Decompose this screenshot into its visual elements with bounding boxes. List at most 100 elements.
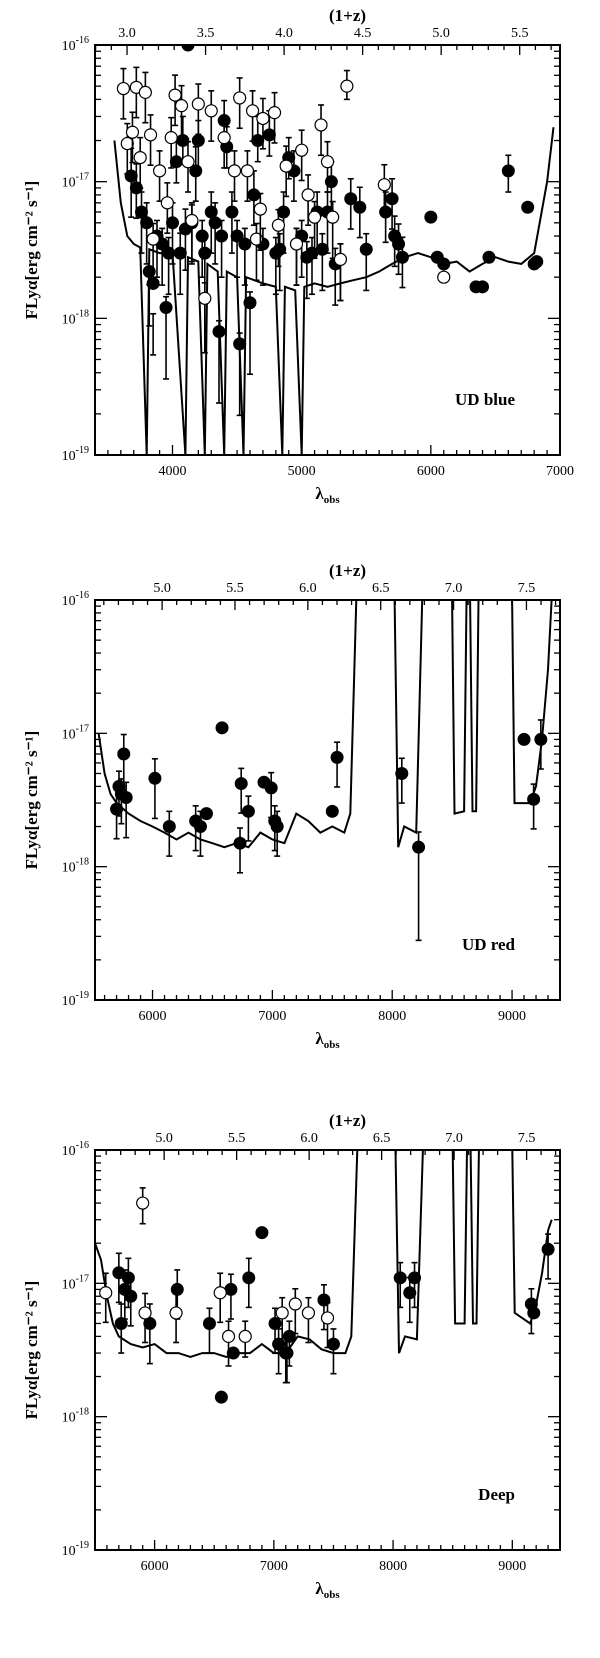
x-tick-label: 7000 [258, 1009, 286, 1024]
data-point [240, 150, 255, 202]
sensitivity-limit-curve [97, 600, 553, 849]
data-point [245, 90, 260, 142]
data-point [162, 236, 176, 296]
data-point [146, 222, 160, 282]
y-tick-label: 10-16 [62, 590, 89, 609]
data-point [226, 1346, 240, 1360]
data-point [521, 200, 535, 214]
y-axis-title: FLyα[erg cm⁻² s⁻¹] [22, 181, 41, 320]
data-point [204, 90, 218, 142]
data-point [279, 145, 293, 198]
open-marker [340, 79, 354, 93]
filled-marker [195, 229, 209, 243]
data-point [176, 115, 190, 163]
filled-marker [233, 337, 247, 351]
open-marker [191, 97, 205, 111]
data-point [169, 1292, 183, 1344]
data-point [482, 250, 496, 264]
data-point [125, 111, 140, 164]
data-point [301, 1296, 316, 1344]
data-point [221, 1320, 236, 1367]
top-tick-label: 3.0 [118, 26, 136, 41]
data-point [181, 45, 195, 52]
open-marker [143, 128, 158, 142]
data-point [140, 202, 154, 265]
data-point [408, 1261, 422, 1309]
plot-frame [94, 1149, 561, 1551]
data-point [199, 807, 213, 821]
top-tick-label: 7.5 [518, 1131, 536, 1146]
filled-marker [412, 840, 426, 854]
data-point [530, 255, 544, 269]
filled-marker [114, 1316, 128, 1330]
open-marker [181, 155, 195, 169]
data-point [234, 767, 248, 814]
x-tick-label: 9000 [498, 1009, 526, 1024]
top-tick-label: 5.0 [155, 1131, 173, 1146]
filled-marker [527, 792, 541, 806]
filled-marker [234, 777, 248, 791]
open-marker [198, 291, 212, 305]
x-tick-label: 8000 [378, 1009, 406, 1024]
filled-marker [119, 791, 133, 805]
filled-marker [385, 192, 399, 206]
filled-marker [424, 210, 438, 224]
y-tick-label: 10-18 [62, 1407, 89, 1426]
filled-marker [230, 229, 244, 243]
data-point [99, 1272, 113, 1324]
data-point [227, 150, 242, 202]
data-point [527, 1306, 541, 1320]
filled-marker [212, 325, 226, 339]
data-point [320, 1301, 335, 1349]
data-point [159, 295, 173, 380]
filled-marker [541, 1242, 555, 1256]
filled-marker [282, 1329, 296, 1343]
open-marker [164, 131, 178, 145]
filled-marker [214, 1390, 228, 1404]
x-tick-label: 7000 [260, 1559, 288, 1574]
data-point [288, 1287, 302, 1335]
data-point [212, 319, 226, 404]
y-tick-label: 10-18 [62, 857, 89, 876]
filled-marker [238, 237, 252, 251]
x-tick-label: 8000 [379, 1559, 407, 1574]
filled-marker [315, 242, 329, 256]
data-point [320, 140, 335, 193]
x-tick-label: 7000 [546, 464, 574, 479]
data-point [233, 827, 247, 874]
x-tick-label: 6000 [141, 1559, 169, 1574]
y-tick-label: 10-16 [62, 35, 89, 54]
top-axis-title: (1+z) [329, 6, 366, 25]
open-marker [307, 210, 322, 224]
open-marker [221, 1329, 236, 1343]
data-point [392, 223, 406, 276]
top-tick-label: 6.5 [373, 1131, 391, 1146]
open-marker [295, 143, 309, 157]
plot-frame [94, 599, 561, 1001]
filled-marker [191, 134, 205, 148]
open-marker [238, 1329, 252, 1343]
filled-marker [403, 1286, 417, 1300]
x-axis-title: λobs [315, 1029, 340, 1051]
data-point [230, 219, 244, 278]
filled-marker [242, 1271, 256, 1285]
y-tick-label: 10-17 [62, 1273, 89, 1292]
open-marker [275, 1306, 289, 1320]
open-marker [289, 237, 304, 251]
open-marker [152, 164, 167, 178]
open-marker [125, 125, 140, 139]
data-point [295, 129, 309, 182]
panel-ud-red: 6000 7000 8000 9000 5.0 5.5 6.0 6.5 7.0 7.5 (1+z) 1… [22, 561, 561, 1051]
data-point [289, 227, 304, 286]
data-point [359, 232, 373, 292]
data-point [377, 163, 391, 216]
open-marker [301, 1306, 316, 1320]
filled-marker [247, 188, 261, 202]
data-point [282, 1320, 296, 1367]
x-tick-label: 4000 [159, 464, 187, 479]
filled-marker [241, 804, 255, 818]
filled-marker [530, 255, 544, 269]
data-point [136, 1187, 150, 1225]
data-point [437, 257, 451, 271]
data-point [267, 91, 282, 144]
